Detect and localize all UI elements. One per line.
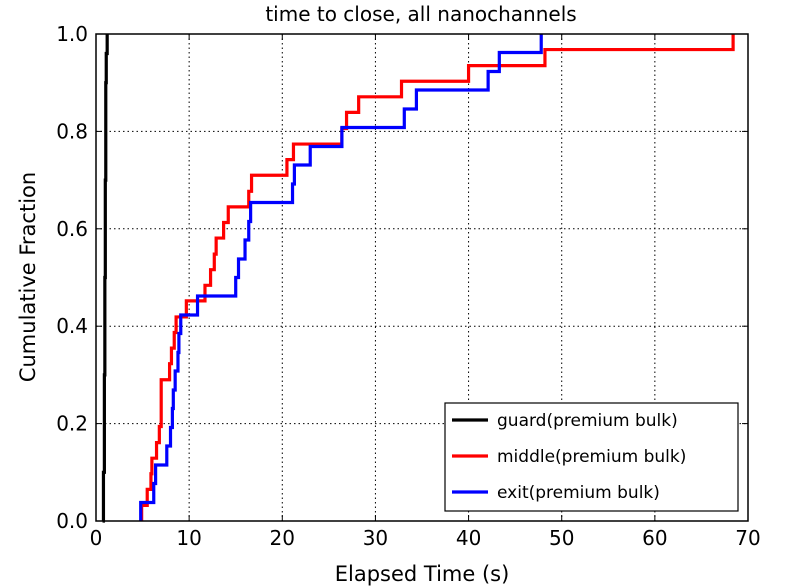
series-line <box>139 34 543 521</box>
series-line <box>101 34 109 523</box>
x-tick-label: 10 <box>176 526 201 550</box>
y-tick-label: 0.0 <box>56 509 88 533</box>
y-tick-label: 0.4 <box>56 314 88 338</box>
chart-title: time to close, all nanochannels <box>265 2 576 26</box>
y-axis-label: Cumulative Fraction <box>16 172 40 382</box>
series-layer <box>101 34 735 523</box>
x-tick-label: 70 <box>735 526 760 550</box>
y-tick-label: 0.2 <box>56 412 88 436</box>
x-tick-label: 50 <box>549 526 574 550</box>
legend: guard(premium bulk) middle(premium bulk) e… <box>444 402 739 512</box>
series-line <box>140 34 735 521</box>
x-tick-label: 0 <box>90 526 103 550</box>
legend-label: guard(premium bulk) <box>497 411 678 431</box>
grid <box>96 34 748 521</box>
legend-label: middle(premium bulk) <box>497 447 686 467</box>
y-tick-label: 0.6 <box>56 217 88 241</box>
axis-ticks: 0 10 20 30 40 50 60 70 0.0 0.2 0.4 0.6 0.8 1.0 <box>56 22 761 550</box>
legend-box <box>444 402 739 512</box>
y-tick-label: 1.0 <box>56 22 88 46</box>
x-tick-label: 30 <box>363 526 388 550</box>
x-tick-label: 60 <box>642 526 667 550</box>
y-tick-label: 0.8 <box>56 119 88 143</box>
x-axis-label: Elapsed Time (s) <box>335 562 510 586</box>
x-tick-label: 20 <box>270 526 295 550</box>
legend-label: exit(premium bulk) <box>497 483 660 503</box>
plot-frame <box>95 33 749 522</box>
x-tick-label: 40 <box>456 526 481 550</box>
